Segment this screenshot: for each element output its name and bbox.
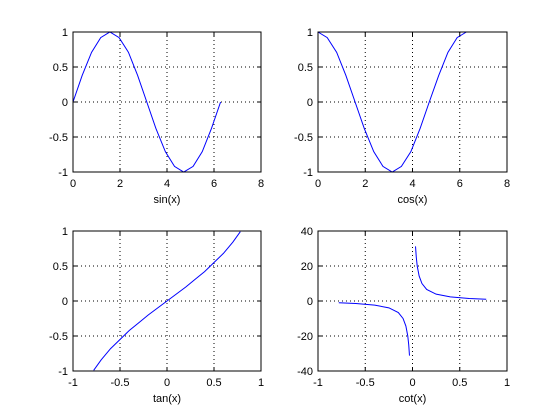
x-tick-label: 0 xyxy=(70,178,76,190)
x-tick-label: 0 xyxy=(409,377,415,389)
y-tick-label: -0.5 xyxy=(49,331,68,343)
x-tick-label: 8 xyxy=(258,178,264,190)
x-tick-label: 4 xyxy=(164,178,170,190)
y-tick-label: 0 xyxy=(307,97,313,109)
x-tick-label: 0.5 xyxy=(452,377,467,389)
x-tick-label: 2 xyxy=(362,178,368,190)
y-tick-label: 1 xyxy=(307,27,313,39)
x-tick-label: 2 xyxy=(117,178,123,190)
y-tick-label: -20 xyxy=(297,331,313,343)
subplot-tan: -1 -0.5 0 0.5 1 -1 -0.5 0 0.5 1 tan(x) xyxy=(49,226,264,405)
y-tick-label: -40 xyxy=(297,366,313,378)
y-tick-label: 40 xyxy=(301,226,313,238)
series-line xyxy=(93,231,241,371)
x-tick-label: -0.5 xyxy=(356,377,375,389)
tick-labels: -1 -0.5 0 0.5 1 -40 -20 0 20 40 xyxy=(297,226,510,389)
tick-layer xyxy=(317,31,508,173)
series-layer xyxy=(72,31,222,173)
tick-layer xyxy=(72,230,262,372)
x-tick-label: -0.5 xyxy=(111,377,130,389)
x-tick-label: 1 xyxy=(504,377,510,389)
grid-lines xyxy=(73,231,261,371)
x-tick-label: 4 xyxy=(409,178,415,190)
x-tick-label: 6 xyxy=(211,178,217,190)
subplot-sin: 0 2 4 6 8 -1 -0.5 0 0.5 1 sin(x) xyxy=(49,27,264,206)
series-line xyxy=(415,246,487,300)
grid-lines xyxy=(73,32,261,172)
x-axis-label: sin(x) xyxy=(154,194,181,206)
y-tick-label: -0.5 xyxy=(294,132,313,144)
y-tick-label: -1 xyxy=(303,167,313,179)
x-tick-label: -1 xyxy=(313,377,323,389)
x-tick-label: 6 xyxy=(457,178,463,190)
series-layer xyxy=(338,246,487,356)
grid-lines xyxy=(318,231,507,371)
y-tick-label: -1 xyxy=(58,366,68,378)
y-tick-label: -0.5 xyxy=(49,132,68,144)
y-tick-label: 0 xyxy=(62,296,68,308)
y-tick-label: -1 xyxy=(58,167,68,179)
series-line xyxy=(338,302,410,356)
subplot-cot: -1 -0.5 0 0.5 1 -40 -20 0 20 40 cot(x) xyxy=(297,226,510,405)
tick-labels: 0 2 4 6 8 -1 -0.5 0 0.5 1 xyxy=(49,27,264,190)
x-tick-label: 0.5 xyxy=(206,377,221,389)
tick-labels: -1 -0.5 0 0.5 1 -1 -0.5 0 0.5 1 xyxy=(49,226,264,389)
x-tick-label: -1 xyxy=(68,377,78,389)
x-axis-label: cos(x) xyxy=(398,194,428,206)
x-tick-label: 8 xyxy=(504,178,510,190)
y-tick-label: 0 xyxy=(307,296,313,308)
y-tick-label: 0.5 xyxy=(53,62,68,74)
tick-layer xyxy=(72,31,262,173)
y-tick-label: 1 xyxy=(62,27,68,39)
y-tick-label: 0 xyxy=(62,97,68,109)
x-tick-label: 0 xyxy=(315,178,321,190)
x-tick-label: 1 xyxy=(258,377,264,389)
series-line xyxy=(72,31,222,173)
y-tick-label: 0.5 xyxy=(298,62,313,74)
y-tick-label: 0.5 xyxy=(53,261,68,273)
tick-layer xyxy=(317,230,508,372)
x-tick-label: 0 xyxy=(164,377,170,389)
x-axis-label: cot(x) xyxy=(399,393,427,405)
subplot-cos: 0 2 4 6 8 -1 -0.5 0 0.5 1 cos(x) xyxy=(294,27,510,206)
y-tick-label: 1 xyxy=(62,226,68,238)
tick-labels: 0 2 4 6 8 -1 -0.5 0 0.5 1 xyxy=(294,27,510,190)
x-axis-label: tan(x) xyxy=(153,393,181,405)
y-tick-label: 20 xyxy=(301,261,313,273)
series-layer xyxy=(93,231,241,371)
